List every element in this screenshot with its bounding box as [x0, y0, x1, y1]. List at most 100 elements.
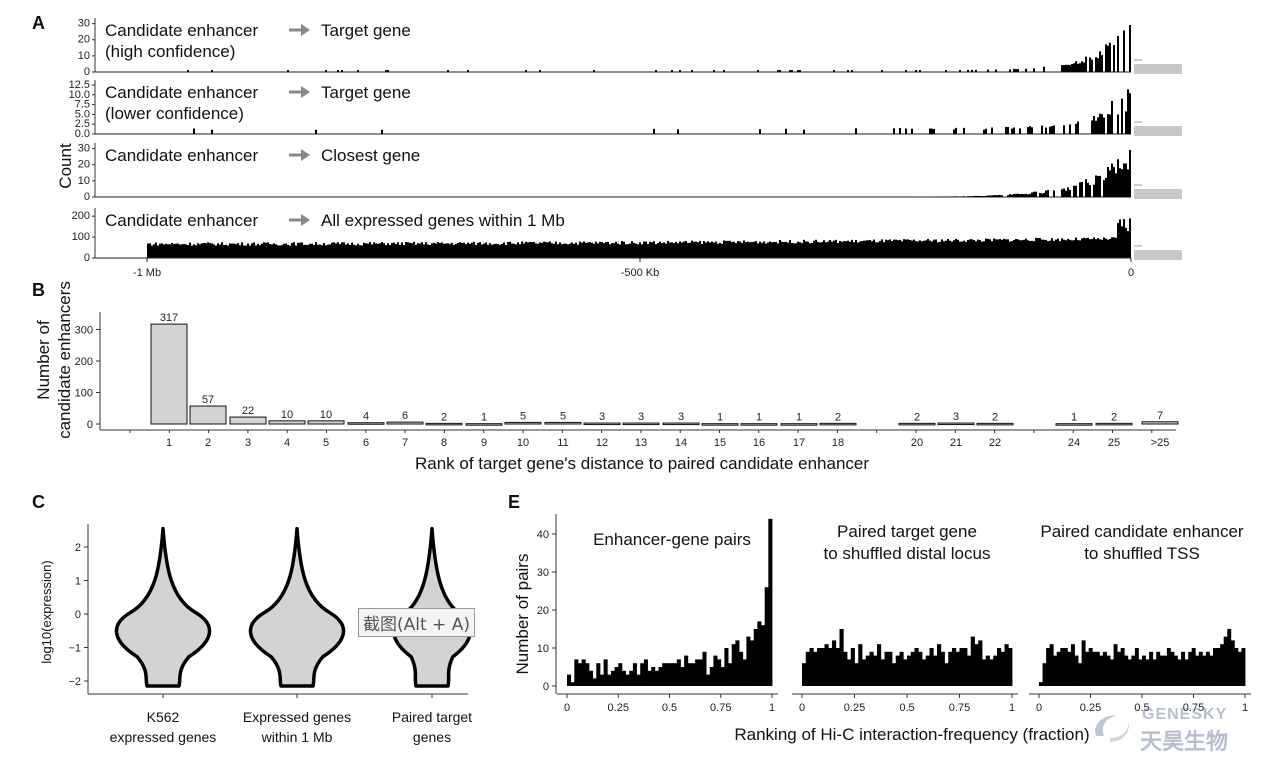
- track-bar: [337, 242, 339, 258]
- track-bar: [983, 129, 985, 134]
- track-bar: [833, 240, 835, 258]
- track-bar: [431, 243, 433, 258]
- track-bar: [1097, 58, 1099, 72]
- track-bar: [953, 196, 955, 197]
- panel-e-bar: [720, 667, 725, 686]
- panel-b-x-tick-label: >25: [1151, 437, 1170, 449]
- track-bar: [387, 70, 389, 72]
- track-bar: [377, 243, 379, 258]
- track-left-label: Candidate enhancer: [105, 211, 258, 230]
- panel-e-bar: [695, 659, 700, 686]
- track-bar: [807, 241, 809, 258]
- track-bar: [263, 242, 265, 258]
- panel-e-bar: [567, 674, 572, 686]
- panel-e-bar: [970, 636, 975, 686]
- track-bar: [803, 129, 805, 134]
- track-bar: [331, 242, 333, 258]
- genesky-logo-icon: [1095, 715, 1129, 742]
- panel-e-bar: [1213, 648, 1217, 686]
- track-bar: [447, 70, 449, 72]
- panel-c-y-tick-label: 1: [75, 576, 81, 588]
- track-bar: [799, 70, 801, 72]
- track-arrow-head-icon: [301, 149, 310, 161]
- track-bar: [695, 241, 697, 258]
- panel-e-bar: [1223, 636, 1228, 686]
- track-bar: [1093, 184, 1095, 197]
- track-bar: [1011, 128, 1013, 134]
- track-bar: [903, 239, 905, 258]
- track-bar: [963, 127, 965, 134]
- panel-b-bar: [937, 422, 975, 426]
- panel-b-bar-label: 1: [1071, 412, 1077, 424]
- panel-e-bar: [592, 678, 597, 686]
- track-bar: [643, 241, 645, 258]
- track-bar: [1033, 191, 1035, 197]
- track-bar: [593, 70, 595, 72]
- track-bar: [999, 239, 1001, 258]
- panel-b-bar-label: 1: [481, 412, 487, 424]
- track-bar: [717, 243, 719, 258]
- track-bar: [539, 242, 541, 258]
- track-bar: [813, 240, 815, 258]
- track-bar: [893, 239, 895, 258]
- track-bar: [735, 243, 737, 258]
- track-bar: [351, 242, 353, 258]
- track-bar: [1085, 56, 1087, 72]
- panel-e-bar: [1060, 648, 1065, 686]
- track-bar: [999, 194, 1001, 197]
- panel-e-bar: [1188, 651, 1193, 686]
- track-bar: [775, 242, 777, 258]
- track-bar: [157, 245, 159, 258]
- track-bar: [933, 129, 935, 134]
- track-bar: [291, 243, 293, 258]
- panel-b-bar: [583, 422, 621, 426]
- track-bar: [1109, 239, 1111, 258]
- panel-b-bar: [701, 423, 739, 426]
- panel-b-bar: [425, 422, 463, 426]
- track-bar: [827, 241, 829, 258]
- track-bar: [227, 245, 229, 258]
- track-bar: [755, 241, 757, 258]
- track-bar: [1023, 239, 1025, 258]
- track-bar: [357, 70, 359, 72]
- panel-e-bar: [944, 663, 949, 686]
- track-bar: [1127, 89, 1129, 134]
- track-bar: [609, 244, 611, 258]
- track-bar: [657, 242, 659, 258]
- track-bar: [355, 245, 357, 258]
- panel-e-bar: [843, 651, 848, 686]
- panel-e-bar: [854, 663, 859, 686]
- track-bar: [709, 242, 711, 258]
- panel-b-x-tick-label: 3: [245, 437, 251, 449]
- track-bar: [557, 244, 559, 258]
- track-bar: [1105, 44, 1107, 72]
- track-bar: [713, 242, 715, 258]
- track-bar: [481, 244, 483, 258]
- track-bar: [1061, 189, 1063, 197]
- panel-b-y-tick-label: 100: [75, 387, 93, 399]
- track-bar: [279, 245, 281, 258]
- track-bar: [911, 240, 913, 258]
- panel-e-bar: [1074, 655, 1079, 686]
- track-bar: [1005, 126, 1007, 134]
- panel-b-bar-label: 2: [1111, 411, 1117, 423]
- track-bar: [1027, 194, 1029, 197]
- track-bar: [343, 242, 345, 258]
- panel-b-x-tick-label: 1: [166, 437, 172, 449]
- track-bar: [219, 244, 221, 258]
- track-bar: [913, 239, 915, 258]
- track-bar: [505, 244, 507, 258]
- track-bar: [715, 241, 717, 258]
- panel-b-y-label-line1: Number of: [34, 320, 53, 400]
- track-bar: [497, 244, 499, 258]
- track-bar: [983, 196, 985, 197]
- track-bar: [983, 241, 985, 258]
- track-bar: [1049, 240, 1051, 258]
- panel-e-x-tick-label: 0.75: [1183, 702, 1204, 714]
- panel-b-bar-label: 5: [560, 410, 566, 422]
- track-bar: [381, 242, 383, 258]
- track-bar: [421, 242, 423, 258]
- track-bar: [761, 242, 763, 258]
- track-bar: [365, 243, 367, 258]
- panel-e-bar: [713, 655, 718, 686]
